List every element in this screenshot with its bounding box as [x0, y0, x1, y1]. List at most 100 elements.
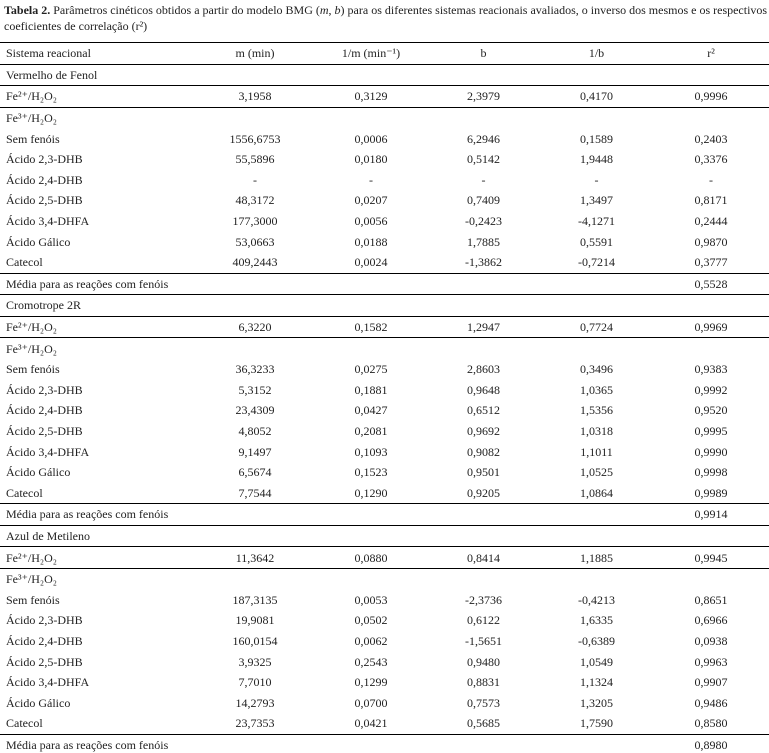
table-cell: 0,0006	[354, 131, 388, 146]
table-cell: Média para as reações com fenóis	[0, 503, 653, 526]
table-row: Ácido Gálico 14,2793 0,0700 0,7573 1,3205 0,9…	[0, 692, 769, 713]
table-row: Ácido 2,4-DHB 23,4309 0,0427 0,6512 1,5356 0,…	[0, 400, 769, 421]
table-cell: 0,1582	[315, 316, 427, 339]
table-cell: m (min)	[195, 42, 315, 65]
table-row: Ácido 3,4-DHFA 9,1497 0,1093 0,9082 1,1011 0,…	[0, 441, 769, 462]
table-cell: Ácido 2,3-DHB	[6, 382, 83, 397]
table-row: Sem fenóis 36,3233 0,0275 2,8603 0,3496 0,938…	[0, 359, 769, 380]
table-row: Catecol 7,7544 0,1290 0,9205 1,0864 0,9989	[0, 482, 769, 503]
table-cell: 1,5356	[580, 403, 613, 418]
table-cell: b	[427, 42, 540, 65]
table-cell: 0,8831	[467, 675, 500, 690]
table-row: Ácido 2,5-DHB 3,9325 0,2543 0,9480 1,0549 0,9…	[0, 651, 769, 672]
table-row: Fe²⁺/H₂O₂ 11,3642 0,0880 0,8414 1,1885 0,9945	[0, 546, 769, 569]
table-cell: Catecol	[6, 716, 43, 731]
table-row: Vermelho de Fenol	[0, 64, 769, 87]
table-cell: Cromotrope 2R	[0, 294, 769, 317]
table-row: Sistema reacional m (min) 1/m (min⁻¹) b 1/b r…	[0, 42, 769, 65]
table-cell: 48,3172	[235, 193, 275, 208]
table-cell: Sem fenóis	[6, 592, 60, 607]
table-cell: 1/b	[540, 42, 653, 65]
table-cell: 0,8171	[694, 193, 728, 208]
caption-text: Parâmetros cinéticos obtidos a partir do…	[53, 3, 320, 17]
table-row: Ácido 3,4-DHFA 7,7010 0,1299 0,8831 1,1324 0,…	[0, 672, 769, 693]
table-cell: 187,3135	[232, 592, 278, 607]
table: Sistema reacional m (min) 1/m (min⁻¹) b 1/b r…	[0, 42, 769, 753]
table-cell: 1,1324	[580, 675, 613, 690]
table-row: Fe³⁺/H₂O₂	[0, 107, 769, 128]
table-cell: 0,0180	[354, 152, 388, 167]
table-cell: Ácido Gálico	[6, 234, 71, 249]
table-cell: 2,3979	[427, 85, 540, 108]
table-cell: -	[709, 172, 713, 187]
table-cell: 0,0062	[354, 633, 388, 648]
table-cell: 0,8580	[694, 716, 728, 731]
table-cell: 0,1290	[354, 485, 388, 500]
table-cell: 0,9963	[694, 654, 728, 669]
table-row: Ácido 2,4-DHB - - - - -	[0, 170, 769, 191]
table-cell: 0,0880	[315, 546, 427, 569]
table-cell: 0,9648	[467, 382, 500, 397]
table-cell: Fe²⁺/H₂O₂	[0, 546, 195, 569]
table-cell: 23,7353	[235, 716, 275, 731]
table-cell: 0,8980	[653, 733, 769, 753]
table-cell: 177,3000	[232, 214, 278, 229]
table-row: Fe²⁺/H₂O₂ 6,3220 0,1582 1,2947 0,7724 0,9969	[0, 316, 769, 339]
table-row: Fe²⁺/H₂O₂ 3,1958 0,3129 2,3979 0,4170 0,9996	[0, 85, 769, 108]
table-cell: Catecol	[6, 255, 43, 270]
table-cell: Ácido 3,4-DHFA	[6, 214, 90, 229]
table-row: Ácido 2,5-DHB 48,3172 0,0207 0,7409 1,3497 0,…	[0, 190, 769, 211]
table-cell: Sistema reacional	[0, 42, 195, 65]
table-row: Ácido 2,4-DHB 160,0154 0,0062 -1,5651 -0,638…	[0, 631, 769, 652]
table-cell: 1,0318	[580, 423, 613, 438]
table-cell: 0,9501	[467, 465, 500, 480]
table-cell: 0,8651	[694, 592, 728, 607]
table-cell: r²	[653, 42, 769, 65]
table-cell: 0,9945	[653, 546, 769, 569]
table-cell: 0,2444	[694, 214, 728, 229]
table-cell: 0,0275	[354, 362, 388, 377]
table-cell: 0,2543	[354, 654, 388, 669]
table-cell: Ácido 2,5-DHB	[6, 654, 83, 669]
table-cell: 0,6512	[467, 403, 500, 418]
table-cell: -	[369, 172, 373, 187]
table-row: Azul de Metileno	[0, 525, 769, 548]
table-cell: 0,9480	[467, 654, 500, 669]
table-cell	[195, 338, 769, 359]
table-cell: 0,4170	[540, 85, 653, 108]
table-cell: 0,0207	[354, 193, 388, 208]
table-cell: 6,5674	[238, 465, 272, 480]
table-cell: Média para as reações com fenóis	[0, 733, 653, 753]
table-cell: 160,0154	[232, 633, 278, 648]
table-cell: Ácido 2,4-DHB	[6, 633, 83, 648]
table-cell: 0,9914	[653, 503, 769, 526]
table-cell: 0,9998	[694, 465, 728, 480]
table-cell: 0,9995	[694, 423, 728, 438]
table-cell: -	[481, 172, 486, 187]
table-cell: 0,0053	[354, 592, 388, 607]
table-row: Ácido Gálico 6,5674 0,1523 0,9501 1,0525 0,99…	[0, 462, 769, 483]
table-cell: 0,5685	[467, 716, 500, 731]
table-row: Catecol 23,7353 0,0421 0,5685 1,7590 0,8580	[0, 713, 769, 734]
table-cell: 0,5528	[653, 272, 769, 296]
table-cell: Ácido Gálico	[6, 695, 71, 710]
table-cell: 0,0938	[694, 633, 728, 648]
table-cell: 1,9448	[580, 152, 613, 167]
table-row: Ácido 2,5-DHB 4,8052 0,2081 0,9692 1,0318 0,9…	[0, 421, 769, 442]
table-cell: 0,3129	[315, 85, 427, 108]
table-cell: 9,1497	[238, 444, 272, 459]
table-cell: Ácido 2,4-DHB	[6, 403, 83, 418]
table-cell: Fe²⁺/H₂O₂	[0, 316, 195, 339]
table-cell: 1,0525	[580, 465, 613, 480]
table-cell: 1,2947	[427, 316, 540, 339]
table-cell: 0,2403	[694, 131, 728, 146]
table-cell: 14,2793	[235, 695, 275, 710]
table-cell: 11,3642	[195, 546, 315, 569]
table-row: Média para as reações com fenóis 0,8980	[0, 733, 769, 753]
table-cell: 0,5591	[580, 234, 613, 249]
table-cell: 1,1885	[540, 546, 653, 569]
table-cell: Fe³⁺/H₂O₂	[6, 111, 57, 126]
table-cell: Sem fenóis	[6, 362, 60, 377]
table-cell: Ácido 2,4-DHB	[6, 172, 83, 187]
table-cell: 0,3376	[694, 152, 728, 167]
